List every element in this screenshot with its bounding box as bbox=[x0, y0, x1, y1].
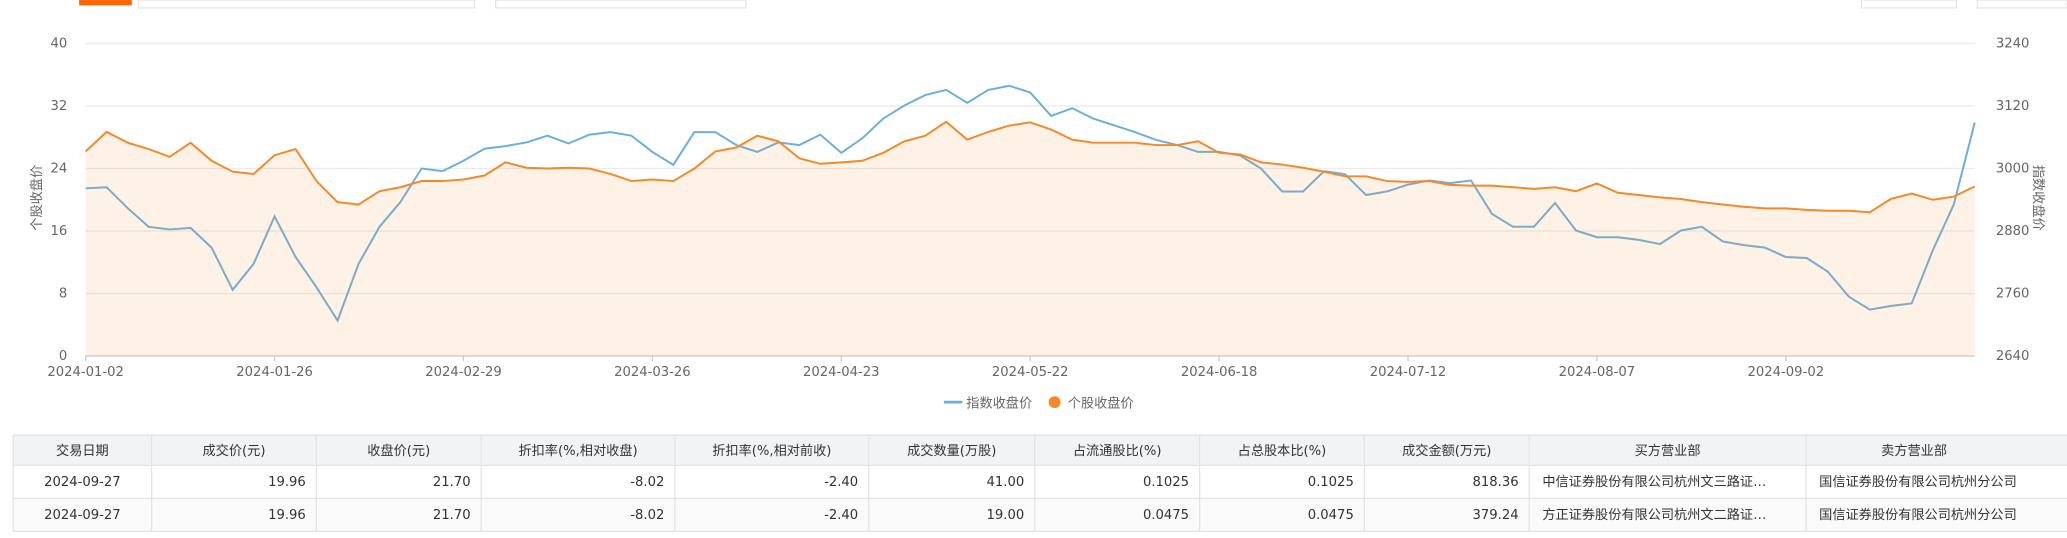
area bbox=[85, 121, 1975, 356]
table-header: 折扣率(%,相对前收) bbox=[712, 442, 831, 459]
table-cell: 19.00 bbox=[987, 508, 1025, 523]
y-tick-label: 32 bbox=[50, 99, 67, 114]
legend-label: 个股收盘价 bbox=[1068, 394, 1134, 411]
y2-tick-label: 2640 bbox=[1996, 349, 2030, 364]
table-header: 收盘价(元) bbox=[367, 442, 430, 459]
x-tick-label: 2024-04-23 bbox=[803, 365, 880, 380]
x-tick-label: 2024-01-26 bbox=[236, 365, 313, 380]
table-cell: 21.70 bbox=[433, 475, 471, 490]
table-header: 占流通股比(%) bbox=[1073, 443, 1162, 459]
y-axis-title: 个股收盘价 bbox=[28, 165, 45, 231]
y2-tick-label: 2760 bbox=[1996, 286, 2030, 301]
table-cell: 方正证券股份有限公司杭州文二路证… bbox=[1542, 507, 1766, 523]
y2-tick-label: 3000 bbox=[1996, 162, 2030, 177]
table-cell: 0.1025 bbox=[1143, 475, 1189, 490]
table-row-bg bbox=[13, 498, 2067, 532]
table-cell: 2024-09-27 bbox=[44, 475, 121, 490]
y2-axis-title: 指数收盘价 bbox=[2030, 165, 2047, 231]
legend-swatch bbox=[1048, 396, 1061, 409]
y-tick-label: 0 bbox=[59, 349, 67, 364]
table-cell: 2024-09-27 bbox=[44, 508, 121, 523]
table-cell: 国信证券股份有限公司杭州分公司 bbox=[1819, 507, 2017, 523]
table-cell: -2.40 bbox=[824, 508, 858, 523]
line bbox=[85, 120, 1976, 214]
table-cell: 0.0475 bbox=[1308, 508, 1354, 523]
active-tab[interactable] bbox=[79, 0, 132, 6]
table-header: 折扣率(%,相对收盘) bbox=[518, 442, 637, 459]
x-tick-label: 2024-08-07 bbox=[1559, 365, 1636, 380]
table-cell: 0.1025 bbox=[1308, 475, 1354, 490]
y2-tick-label: 3240 bbox=[1996, 37, 2030, 52]
x-tick-label: 2024-06-18 bbox=[1181, 365, 1258, 380]
table-header: 买方营业部 bbox=[1635, 443, 1701, 459]
table-cell: 19.96 bbox=[268, 508, 306, 523]
table-cell: 379.24 bbox=[1473, 508, 1519, 523]
table-cell: 818.36 bbox=[1473, 475, 1519, 490]
x-tick-label: 2024-03-26 bbox=[614, 365, 691, 380]
x-tick-label: 2024-07-12 bbox=[1370, 365, 1447, 380]
table-cell: 21.70 bbox=[433, 508, 471, 523]
table-cell: -8.02 bbox=[630, 475, 664, 490]
table-header: 卖方营业部 bbox=[1881, 443, 1947, 459]
table-header: 交易日期 bbox=[56, 442, 109, 459]
tab[interactable] bbox=[494, 0, 747, 9]
table-header: 成交价(元) bbox=[203, 442, 266, 459]
table-header-bg bbox=[13, 435, 2067, 466]
x-tick-label: 2024-02-29 bbox=[425, 365, 502, 380]
x-tick-label: 2024-05-22 bbox=[992, 365, 1069, 380]
table-cell: 国信证券股份有限公司杭州分公司 bbox=[1819, 474, 2017, 490]
y2-tick-label: 2880 bbox=[1996, 224, 2030, 239]
table-cell: -8.02 bbox=[630, 508, 664, 523]
table-header: 占总股本比(%) bbox=[1238, 443, 1327, 459]
table-cell: -2.40 bbox=[824, 475, 858, 490]
legend-label: 指数收盘价 bbox=[966, 394, 1032, 411]
y-tick-label: 16 bbox=[50, 224, 67, 239]
tab[interactable] bbox=[137, 0, 476, 9]
button[interactable] bbox=[1976, 0, 2067, 9]
button[interactable] bbox=[1860, 0, 1957, 9]
y-tick-label: 40 bbox=[50, 37, 67, 52]
table-cell: 19.96 bbox=[268, 475, 306, 490]
table-cell: 0.0475 bbox=[1143, 508, 1189, 523]
y-tick-label: 8 bbox=[59, 286, 67, 301]
x-tick-label: 2024-09-02 bbox=[1748, 365, 1825, 380]
table-header: 成交数量(万股) bbox=[907, 442, 996, 459]
y-tick-label: 24 bbox=[50, 162, 67, 177]
line bbox=[85, 84, 1976, 323]
table-header: 成交金额(万元) bbox=[1402, 442, 1491, 459]
table-cell: 41.00 bbox=[987, 475, 1025, 490]
x-tick-label: 2024-01-02 bbox=[47, 365, 124, 380]
table-cell: 中信证券股份有限公司杭州文三路证… bbox=[1542, 474, 1766, 490]
y2-tick-label: 3120 bbox=[1996, 99, 2030, 114]
